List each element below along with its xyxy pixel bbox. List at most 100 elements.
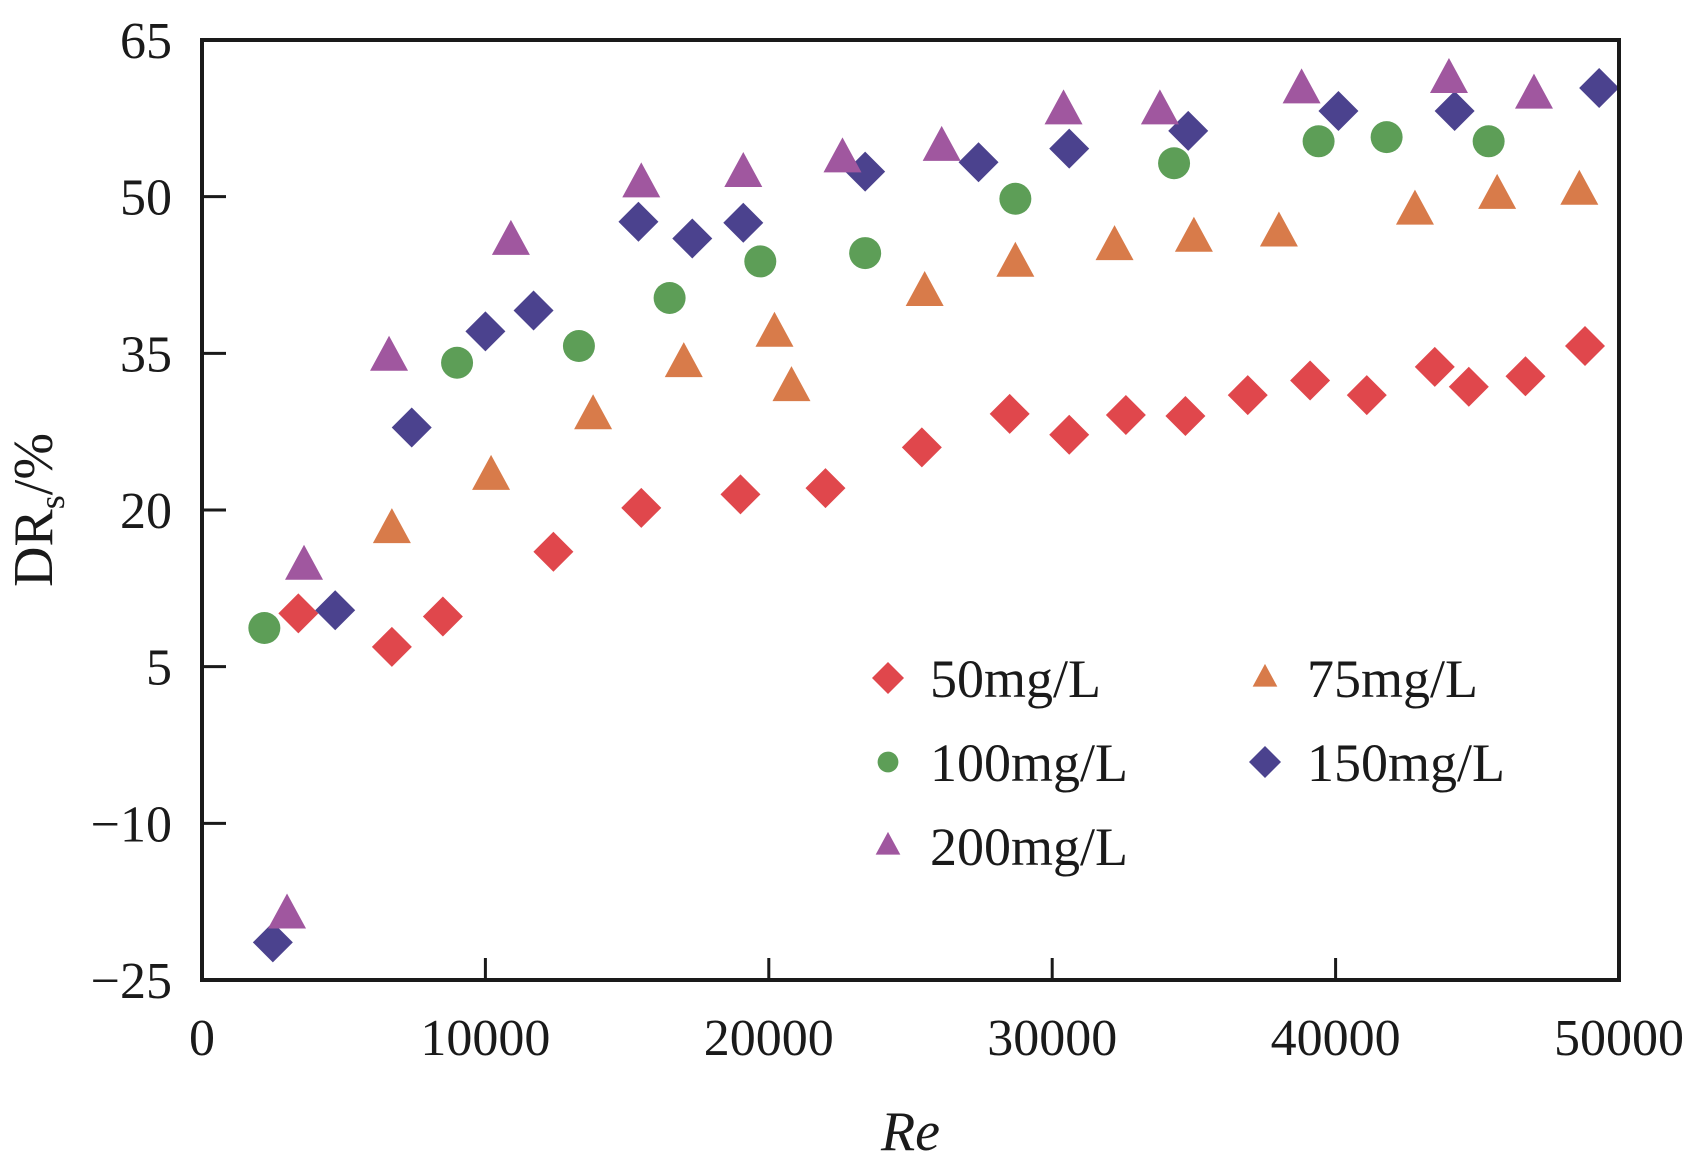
data-point: [1564, 326, 1605, 367]
data-point: [922, 125, 961, 161]
x-tick-label: 40000: [1271, 1010, 1401, 1067]
triangle-marker-icon: [875, 831, 901, 855]
data-point: [1429, 57, 1468, 93]
data-point: [849, 237, 882, 270]
data-point: [1227, 375, 1268, 416]
data-point: [1049, 128, 1090, 169]
data-point: [1105, 394, 1146, 435]
data-point: [370, 335, 409, 371]
data-point: [1044, 89, 1083, 125]
data-point: [372, 508, 411, 544]
data-point: [1158, 147, 1191, 180]
data-point: [1434, 91, 1475, 132]
data-point: [1414, 346, 1455, 387]
axis-ticks: [202, 195, 1338, 980]
data-point: [533, 531, 574, 572]
x-tick-label: 10000: [420, 1010, 550, 1067]
data-point: [672, 218, 713, 259]
data-point: [772, 366, 811, 402]
data-point: [805, 468, 846, 509]
data-point: [1259, 211, 1298, 247]
y-tick-label: 5: [146, 640, 172, 697]
data-point: [823, 137, 862, 173]
circle-marker-icon: [877, 751, 899, 773]
legend-label: 100mg/L: [930, 733, 1128, 793]
data-point: [1448, 366, 1489, 407]
data-point: [1095, 225, 1134, 261]
legend-item: 100mg/L: [877, 733, 1128, 793]
data-point: [723, 202, 764, 243]
data-point: [618, 201, 659, 242]
data-point: [465, 311, 506, 352]
data-point: [1560, 169, 1599, 205]
data-point: [755, 311, 794, 347]
data-point: [1290, 360, 1331, 401]
data-point: [1505, 356, 1546, 397]
legend-item: 200mg/L: [875, 817, 1128, 877]
series-100mgl: [248, 121, 1505, 645]
y-axis-title: DRs/%: [3, 433, 72, 587]
legend-item: 150mg/L: [1249, 733, 1505, 793]
data-point: [391, 407, 432, 448]
data-point: [1370, 121, 1403, 154]
x-axis-title: Re: [880, 1101, 940, 1163]
legend-label: 150mg/L: [1307, 733, 1505, 793]
diamond-marker-icon: [1249, 746, 1281, 778]
data-point: [422, 596, 463, 637]
legend-label: 50mg/L: [930, 649, 1101, 709]
x-tick-label: 20000: [704, 1010, 834, 1067]
y-tick-label: 20: [120, 483, 172, 540]
data-point: [285, 544, 324, 580]
legend-item: 50mg/L: [872, 649, 1101, 709]
data-point: [562, 330, 595, 363]
series-75mgl: [372, 169, 1599, 544]
data-point: [1302, 125, 1335, 158]
data-point: [621, 487, 662, 528]
data-point: [472, 454, 511, 490]
diamond-marker-icon: [872, 662, 904, 694]
data-point: [664, 342, 703, 378]
data-point: [653, 281, 686, 314]
series-150mgl: [252, 68, 1620, 963]
data-point: [901, 427, 942, 468]
data-point: [371, 626, 412, 667]
data-point: [958, 142, 999, 183]
x-tick-label: 30000: [987, 1010, 1117, 1067]
data-point: [1346, 375, 1387, 416]
y-tick-label: 50: [120, 170, 172, 227]
x-tick-label: 50000: [1554, 1010, 1683, 1067]
series-200mgl: [268, 57, 1553, 929]
data-point: [1140, 89, 1179, 125]
data-point: [513, 290, 554, 331]
y-axis-title-subscript: s: [32, 495, 72, 509]
data-point: [905, 271, 944, 307]
data-point: [1282, 68, 1321, 104]
y-tick-label: 65: [120, 13, 172, 70]
data-point: [1049, 414, 1090, 455]
data-point: [441, 346, 474, 379]
legend-item: 75mg/L: [1252, 649, 1478, 709]
data-point: [278, 593, 319, 634]
data-point: [1318, 91, 1359, 132]
data-point: [1165, 396, 1206, 436]
data-point: [996, 241, 1035, 277]
data-point: [248, 612, 281, 645]
data-point: [252, 922, 293, 963]
y-tick-label: −25: [91, 953, 172, 1010]
plot-frame: [200, 38, 1621, 982]
data-point: [574, 394, 613, 430]
data-point: [268, 893, 307, 929]
data-point: [989, 393, 1030, 434]
data-marks: [248, 57, 1620, 963]
data-point: [744, 245, 777, 278]
y-tick-label: −10: [91, 796, 172, 853]
y-tick-label: 35: [120, 326, 172, 383]
data-point: [491, 219, 530, 255]
data-point: [999, 182, 1032, 215]
data-point: [1174, 216, 1213, 252]
triangle-marker-icon: [1252, 663, 1278, 687]
y-axis-title-main: DR: [3, 509, 65, 587]
legend-label: 75mg/L: [1307, 649, 1478, 709]
data-point: [622, 162, 661, 198]
